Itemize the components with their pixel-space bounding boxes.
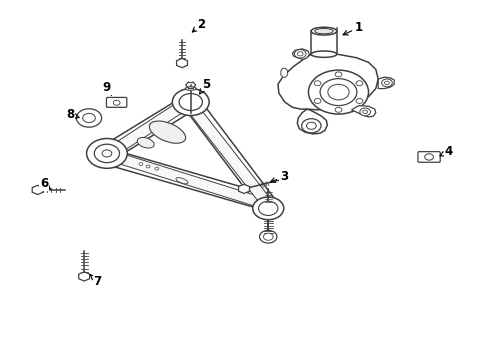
Ellipse shape [149, 121, 186, 143]
Circle shape [155, 167, 159, 170]
Circle shape [314, 99, 321, 103]
Circle shape [382, 79, 392, 87]
Circle shape [83, 113, 96, 123]
Ellipse shape [311, 27, 337, 35]
Ellipse shape [185, 87, 196, 90]
Polygon shape [32, 185, 43, 194]
Text: 2: 2 [192, 18, 205, 32]
Polygon shape [378, 77, 394, 89]
Circle shape [335, 72, 342, 77]
Circle shape [307, 122, 316, 129]
FancyBboxPatch shape [106, 98, 127, 107]
Text: 5: 5 [199, 78, 210, 94]
Circle shape [260, 230, 277, 243]
Circle shape [294, 50, 306, 58]
Ellipse shape [315, 28, 333, 34]
Circle shape [91, 142, 123, 165]
FancyBboxPatch shape [418, 152, 440, 162]
Text: 3: 3 [270, 170, 288, 183]
Circle shape [363, 110, 368, 114]
Text: 9: 9 [103, 81, 111, 95]
Circle shape [102, 150, 112, 157]
Polygon shape [79, 272, 90, 281]
Circle shape [356, 99, 363, 103]
Circle shape [297, 52, 303, 56]
Ellipse shape [311, 51, 337, 57]
Circle shape [328, 84, 349, 100]
Text: 7: 7 [90, 275, 101, 288]
Circle shape [172, 89, 209, 116]
Text: 1: 1 [343, 21, 363, 35]
Circle shape [87, 139, 127, 168]
Polygon shape [293, 49, 309, 59]
Text: 4: 4 [440, 145, 453, 158]
Circle shape [385, 81, 390, 85]
Ellipse shape [137, 138, 154, 148]
Circle shape [179, 94, 202, 111]
Polygon shape [297, 109, 327, 134]
Polygon shape [281, 68, 288, 77]
Circle shape [76, 109, 101, 127]
Polygon shape [103, 149, 272, 210]
Circle shape [146, 165, 150, 168]
Circle shape [95, 144, 120, 163]
Circle shape [320, 78, 357, 105]
Text: 8: 8 [67, 108, 79, 121]
Polygon shape [239, 184, 249, 193]
Polygon shape [107, 150, 269, 209]
Polygon shape [105, 98, 193, 157]
Circle shape [139, 163, 143, 166]
Circle shape [113, 100, 120, 105]
Circle shape [309, 70, 368, 114]
Circle shape [253, 197, 284, 220]
Circle shape [302, 119, 321, 133]
Polygon shape [184, 102, 272, 205]
Polygon shape [176, 58, 188, 68]
Circle shape [259, 201, 278, 215]
Polygon shape [182, 99, 277, 208]
Ellipse shape [176, 177, 188, 184]
Circle shape [360, 108, 370, 116]
Circle shape [335, 107, 342, 112]
Circle shape [425, 154, 434, 160]
Text: 6: 6 [40, 177, 51, 190]
Circle shape [314, 81, 321, 86]
Circle shape [356, 81, 363, 86]
Circle shape [264, 233, 273, 240]
Polygon shape [100, 96, 197, 159]
Polygon shape [352, 105, 376, 117]
Polygon shape [278, 54, 378, 110]
